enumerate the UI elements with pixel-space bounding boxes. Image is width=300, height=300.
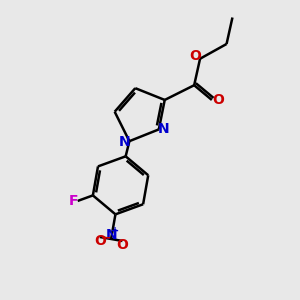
Text: O: O bbox=[189, 49, 201, 63]
Text: N: N bbox=[105, 228, 117, 242]
Text: O: O bbox=[212, 93, 224, 107]
Text: −: − bbox=[101, 232, 112, 245]
Text: N: N bbox=[158, 122, 169, 136]
Text: O: O bbox=[94, 234, 106, 248]
Text: O: O bbox=[116, 238, 128, 252]
Text: N: N bbox=[118, 135, 130, 149]
Text: +: + bbox=[112, 226, 120, 236]
Text: F: F bbox=[68, 194, 78, 208]
